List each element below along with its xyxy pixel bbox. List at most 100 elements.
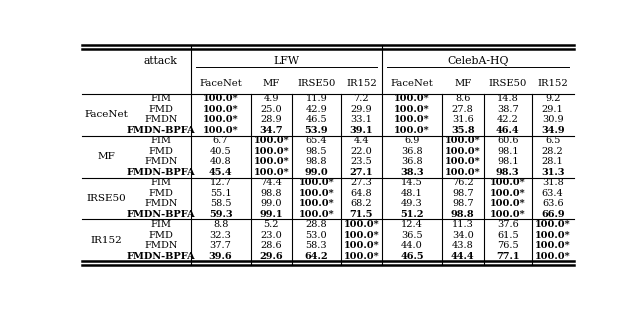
Text: 34.0: 34.0	[452, 231, 474, 240]
Text: 100.0*: 100.0*	[253, 157, 289, 166]
Text: 46.5: 46.5	[400, 252, 424, 261]
Text: 48.1: 48.1	[401, 189, 423, 198]
Text: 100.0*: 100.0*	[344, 220, 379, 229]
Text: 100.0*: 100.0*	[535, 241, 570, 250]
Text: 98.8: 98.8	[260, 189, 282, 198]
Text: 98.8: 98.8	[451, 210, 474, 219]
Text: 39.6: 39.6	[209, 252, 232, 261]
Text: 100.0*: 100.0*	[490, 210, 525, 219]
Text: FaceNet: FaceNet	[84, 110, 129, 119]
Text: 23.0: 23.0	[260, 231, 282, 240]
Text: attack: attack	[144, 56, 178, 66]
Text: 14.5: 14.5	[401, 178, 423, 187]
Text: 100.0*: 100.0*	[203, 94, 239, 103]
Text: 98.1: 98.1	[497, 147, 518, 156]
Text: 74.4: 74.4	[260, 178, 282, 187]
Text: 64.2: 64.2	[305, 252, 328, 261]
Text: FMDN-BPFA: FMDN-BPFA	[127, 252, 195, 261]
Text: 27.3: 27.3	[350, 178, 372, 187]
Text: 100.0*: 100.0*	[490, 189, 525, 198]
Text: 98.3: 98.3	[496, 168, 520, 177]
Text: 23.5: 23.5	[351, 157, 372, 166]
Text: 25.0: 25.0	[260, 105, 282, 114]
Text: FMDN: FMDN	[144, 115, 177, 124]
Text: 27.1: 27.1	[349, 168, 373, 177]
Text: 29.1: 29.1	[542, 105, 564, 114]
Text: 40.5: 40.5	[210, 147, 232, 156]
Text: 100.0*: 100.0*	[445, 157, 481, 166]
Text: FIM: FIM	[150, 136, 172, 145]
Text: IR152: IR152	[91, 236, 123, 245]
Text: 12.7: 12.7	[210, 178, 232, 187]
Text: FIM: FIM	[150, 178, 172, 187]
Text: 59.3: 59.3	[209, 210, 232, 219]
Text: 36.5: 36.5	[401, 231, 423, 240]
Text: 4.4: 4.4	[353, 136, 369, 145]
Text: 30.9: 30.9	[542, 115, 564, 124]
Text: 100.0*: 100.0*	[298, 199, 334, 208]
Text: 14.8: 14.8	[497, 94, 518, 103]
Text: 27.8: 27.8	[452, 105, 474, 114]
Text: 100.0*: 100.0*	[445, 147, 481, 156]
Text: 100.0*: 100.0*	[445, 136, 481, 145]
Text: 42.2: 42.2	[497, 115, 518, 124]
Text: 40.8: 40.8	[210, 157, 232, 166]
Text: FaceNet: FaceNet	[199, 79, 242, 88]
Text: MF: MF	[98, 152, 116, 161]
Text: 100.0*: 100.0*	[344, 231, 379, 240]
Text: FaceNet: FaceNet	[390, 79, 433, 88]
Text: 60.6: 60.6	[497, 136, 518, 145]
Text: 76.2: 76.2	[452, 178, 474, 187]
Text: FIM: FIM	[150, 220, 172, 229]
Text: 6.9: 6.9	[404, 136, 420, 145]
Text: 64.8: 64.8	[351, 189, 372, 198]
Text: 5.2: 5.2	[264, 220, 279, 229]
Text: 77.1: 77.1	[496, 252, 520, 261]
Text: IR152: IR152	[346, 79, 377, 88]
Text: 99.0: 99.0	[305, 168, 328, 177]
Text: 100.0*: 100.0*	[253, 168, 289, 177]
Text: 51.2: 51.2	[400, 210, 424, 219]
Text: 33.1: 33.1	[350, 115, 372, 124]
Text: 100.0*: 100.0*	[394, 94, 430, 103]
Text: 9.2: 9.2	[545, 94, 561, 103]
Text: 12.4: 12.4	[401, 220, 423, 229]
Text: 63.6: 63.6	[542, 199, 564, 208]
Text: 55.1: 55.1	[210, 189, 232, 198]
Text: 37.7: 37.7	[210, 241, 232, 250]
Text: 61.5: 61.5	[497, 231, 518, 240]
Text: MF: MF	[262, 79, 280, 88]
Text: 8.8: 8.8	[213, 220, 228, 229]
Text: 43.8: 43.8	[452, 241, 474, 250]
Text: IRSE50: IRSE50	[488, 79, 527, 88]
Text: 100.0*: 100.0*	[203, 126, 239, 135]
Text: IR152: IR152	[538, 79, 568, 88]
Text: 58.3: 58.3	[305, 241, 327, 250]
Text: 35.8: 35.8	[451, 126, 474, 135]
Text: 11.9: 11.9	[305, 94, 327, 103]
Text: 100.0*: 100.0*	[445, 168, 481, 177]
Text: 28.2: 28.2	[542, 147, 564, 156]
Text: 46.5: 46.5	[305, 115, 327, 124]
Text: 100.0*: 100.0*	[394, 105, 430, 114]
Text: 6.7: 6.7	[213, 136, 228, 145]
Text: 100.0*: 100.0*	[203, 115, 239, 124]
Text: 46.4: 46.4	[496, 126, 520, 135]
Text: 99.1: 99.1	[260, 210, 283, 219]
Text: FMDN-BPFA: FMDN-BPFA	[127, 168, 195, 177]
Text: 63.4: 63.4	[542, 189, 564, 198]
Text: 36.8: 36.8	[401, 147, 423, 156]
Text: 100.0*: 100.0*	[490, 199, 525, 208]
Text: 100.0*: 100.0*	[344, 241, 379, 250]
Text: 42.9: 42.9	[305, 105, 327, 114]
Text: IRSE50: IRSE50	[87, 194, 127, 203]
Text: 68.2: 68.2	[351, 199, 372, 208]
Text: FMDN-BPFA: FMDN-BPFA	[127, 210, 195, 219]
Text: 100.0*: 100.0*	[535, 220, 570, 229]
Text: FMDN: FMDN	[144, 157, 177, 166]
Text: 100.0*: 100.0*	[203, 105, 239, 114]
Text: 34.7: 34.7	[259, 126, 283, 135]
Text: 98.7: 98.7	[452, 199, 474, 208]
Text: 65.4: 65.4	[305, 136, 327, 145]
Text: 53.9: 53.9	[305, 126, 328, 135]
